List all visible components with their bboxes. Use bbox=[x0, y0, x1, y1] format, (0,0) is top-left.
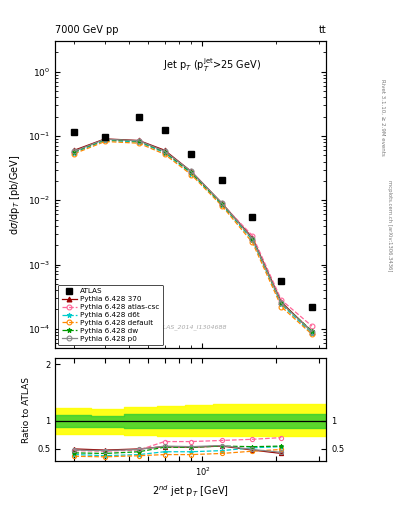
Pythia 6.428 dw bbox=[279, 300, 284, 306]
Line: Pythia 6.428 d6t: Pythia 6.428 d6t bbox=[72, 138, 314, 336]
ATLAS bbox=[250, 214, 255, 220]
Pythia 6.428 370 bbox=[220, 200, 224, 206]
Pythia 6.428 370 bbox=[250, 235, 255, 241]
Pythia 6.428 atlas-csc bbox=[250, 232, 255, 239]
Pythia 6.428 default bbox=[136, 140, 141, 146]
Pythia 6.428 dw bbox=[103, 136, 107, 142]
Pythia 6.428 default bbox=[220, 203, 224, 209]
Pythia 6.428 atlas-csc bbox=[136, 138, 141, 144]
Pythia 6.428 atlas-csc bbox=[310, 323, 314, 329]
Pythia 6.428 dw bbox=[162, 148, 167, 155]
Text: Rivet 3.1.10, ≥ 2.9M events: Rivet 3.1.10, ≥ 2.9M events bbox=[381, 79, 386, 156]
Pythia 6.428 p0 bbox=[136, 138, 141, 144]
ATLAS bbox=[162, 126, 167, 133]
Line: Pythia 6.428 370: Pythia 6.428 370 bbox=[72, 136, 314, 334]
Pythia 6.428 370 bbox=[136, 137, 141, 143]
Text: Jet p$_T$ (p$_T^{\rm jet}$>25 GeV): Jet p$_T$ (p$_T^{\rm jet}$>25 GeV) bbox=[163, 56, 261, 74]
Line: Pythia 6.428 p0: Pythia 6.428 p0 bbox=[72, 137, 314, 334]
Pythia 6.428 dw bbox=[72, 148, 77, 155]
Pythia 6.428 d6t bbox=[136, 139, 141, 145]
Pythia 6.428 p0 bbox=[279, 300, 284, 306]
Pythia 6.428 atlas-csc bbox=[162, 149, 167, 155]
Pythia 6.428 d6t bbox=[189, 170, 194, 177]
Pythia 6.428 d6t bbox=[220, 202, 224, 208]
Text: tt: tt bbox=[318, 26, 326, 35]
Line: Pythia 6.428 atlas-csc: Pythia 6.428 atlas-csc bbox=[72, 137, 314, 329]
Pythia 6.428 default bbox=[162, 151, 167, 157]
Pythia 6.428 dw bbox=[189, 169, 194, 176]
Pythia 6.428 d6t bbox=[103, 137, 107, 143]
Pythia 6.428 default bbox=[310, 331, 314, 337]
Pythia 6.428 d6t bbox=[72, 150, 77, 156]
ATLAS bbox=[72, 129, 77, 135]
Pythia 6.428 atlas-csc bbox=[103, 136, 107, 142]
Pythia 6.428 p0 bbox=[220, 200, 224, 206]
Pythia 6.428 dw bbox=[220, 201, 224, 207]
X-axis label: 2$^{nd}$ jet p$_T$ [GeV]: 2$^{nd}$ jet p$_T$ [GeV] bbox=[152, 484, 229, 499]
Line: Pythia 6.428 default: Pythia 6.428 default bbox=[72, 139, 314, 337]
Pythia 6.428 370 bbox=[189, 168, 194, 175]
Pythia 6.428 default bbox=[279, 304, 284, 310]
Pythia 6.428 370 bbox=[103, 136, 107, 142]
Legend: ATLAS, Pythia 6.428 370, Pythia 6.428 atlas-csc, Pythia 6.428 d6t, Pythia 6.428 : ATLAS, Pythia 6.428 370, Pythia 6.428 at… bbox=[58, 285, 163, 345]
ATLAS bbox=[279, 278, 284, 284]
Pythia 6.428 default bbox=[72, 151, 77, 157]
ATLAS bbox=[136, 114, 141, 120]
ATLAS bbox=[189, 151, 194, 157]
Pythia 6.428 p0 bbox=[310, 329, 314, 335]
ATLAS bbox=[310, 304, 314, 310]
Pythia 6.428 default bbox=[250, 240, 255, 246]
Pythia 6.428 d6t bbox=[310, 330, 314, 336]
Pythia 6.428 p0 bbox=[103, 136, 107, 142]
Pythia 6.428 dw bbox=[310, 328, 314, 334]
Text: 7000 GeV pp: 7000 GeV pp bbox=[55, 26, 119, 35]
Pythia 6.428 atlas-csc bbox=[279, 297, 284, 303]
Pythia 6.428 d6t bbox=[250, 237, 255, 243]
ATLAS bbox=[220, 177, 224, 183]
Pythia 6.428 default bbox=[103, 138, 107, 144]
Y-axis label: d$\sigma$/dp$_T$ [pb/GeV]: d$\sigma$/dp$_T$ [pb/GeV] bbox=[8, 154, 22, 235]
Pythia 6.428 d6t bbox=[279, 301, 284, 307]
Pythia 6.428 p0 bbox=[162, 148, 167, 154]
Pythia 6.428 atlas-csc bbox=[72, 148, 77, 155]
Pythia 6.428 dw bbox=[250, 236, 255, 242]
Text: ATLAS_2014_I1304688: ATLAS_2014_I1304688 bbox=[155, 324, 226, 330]
Pythia 6.428 p0 bbox=[250, 236, 255, 242]
Pythia 6.428 370 bbox=[72, 147, 77, 153]
Pythia 6.428 p0 bbox=[72, 148, 77, 154]
ATLAS bbox=[103, 134, 107, 140]
Pythia 6.428 370 bbox=[279, 299, 284, 305]
Pythia 6.428 p0 bbox=[189, 168, 194, 175]
Pythia 6.428 default bbox=[189, 172, 194, 178]
Line: ATLAS: ATLAS bbox=[71, 114, 315, 310]
Text: mcplots.cern.ch [arXiv:1306.3436]: mcplots.cern.ch [arXiv:1306.3436] bbox=[387, 180, 391, 271]
Pythia 6.428 370 bbox=[162, 147, 167, 153]
Pythia 6.428 atlas-csc bbox=[220, 201, 224, 207]
Y-axis label: Ratio to ATLAS: Ratio to ATLAS bbox=[22, 377, 31, 442]
Pythia 6.428 dw bbox=[136, 138, 141, 144]
Line: Pythia 6.428 dw: Pythia 6.428 dw bbox=[72, 137, 314, 333]
Pythia 6.428 atlas-csc bbox=[189, 169, 194, 176]
Pythia 6.428 370 bbox=[310, 329, 314, 335]
Pythia 6.428 d6t bbox=[162, 150, 167, 156]
